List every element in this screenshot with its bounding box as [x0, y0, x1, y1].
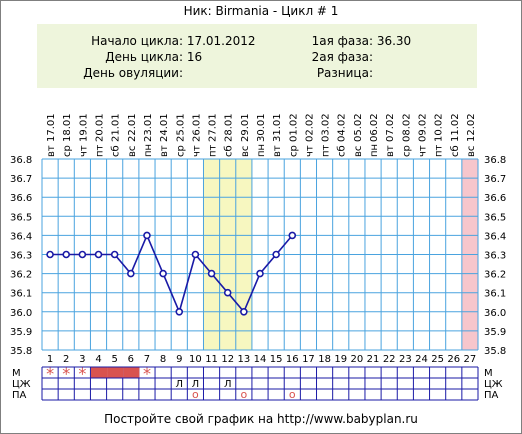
cycle-start-row: Начало цикла: 17.01.2012 — [43, 34, 256, 48]
phase2-label: 2ая фаза: — [311, 50, 373, 64]
footer-link-text: Постройте свой график на http://www.baby… — [104, 412, 418, 426]
phase1-label: 1ая фаза: — [311, 34, 373, 48]
difference-label: Разница: — [316, 66, 373, 80]
info-panel: Начало цикла: 17.01.2012 День цикла: 16 … — [37, 24, 477, 88]
phase2-row: 2ая фаза: — [257, 50, 373, 64]
chart-title: Ник: Birmania - Цикл # 1 — [183, 4, 339, 18]
ovulation-day-row: День овуляции: — [43, 66, 183, 80]
ovulation-day-label: День овуляции: — [83, 66, 183, 80]
cycle-day-label: День цикла: — [105, 50, 183, 64]
difference-row: Разница: — [257, 66, 373, 80]
cycle-start-value: 17.01.2012 — [186, 34, 256, 48]
cycle-day-row: День цикла: 16 — [43, 50, 202, 64]
phase1-row: 1ая фаза: 36.30 — [257, 34, 412, 48]
cycle-start-label: Начало цикла: — [91, 34, 183, 48]
cycle-day-value: 16 — [186, 50, 203, 64]
phase1-value: 36.30 — [376, 34, 412, 48]
